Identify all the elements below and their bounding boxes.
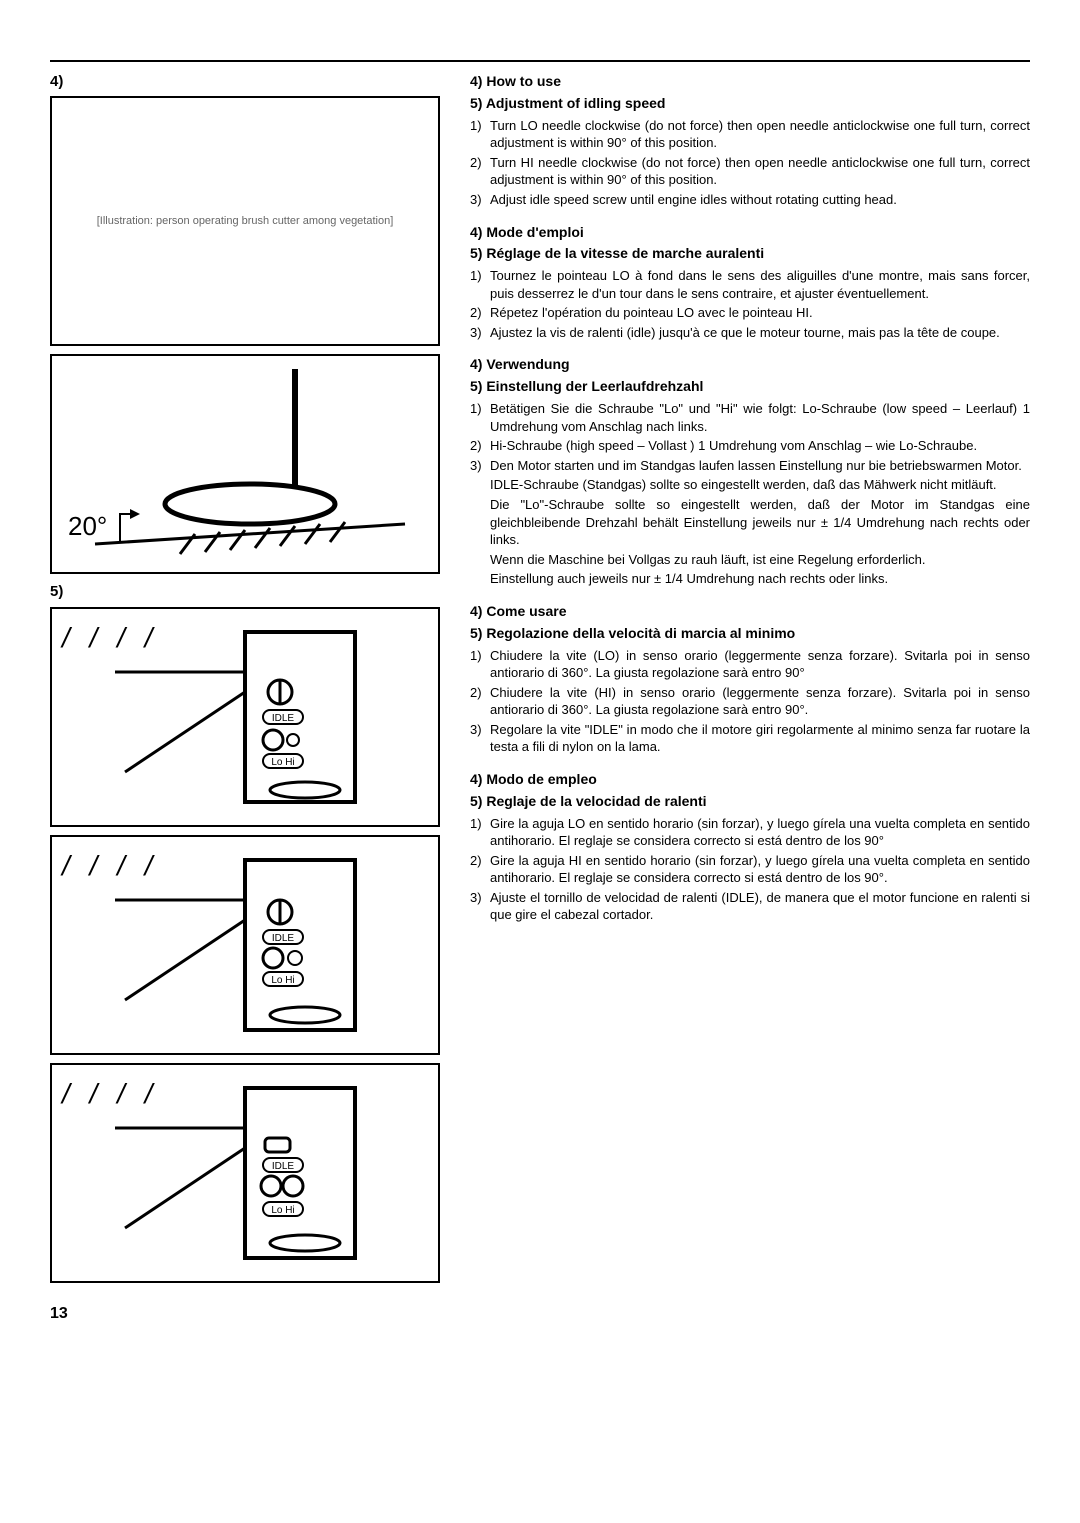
figure-4b: 20° [50, 354, 440, 574]
num: 1) [470, 267, 490, 302]
heading-de-5: 5) Einstellung der Leerlaufdrehzahl [470, 377, 1030, 396]
idle-label-a: IDLE [272, 713, 295, 724]
item: Gire la aguja LO en sentido horario (sin… [490, 815, 1030, 850]
hatch-marks-a: / / / / [62, 619, 158, 657]
item: Betätigen Sie die Schraube "Lo" und "Hi"… [490, 400, 1030, 435]
num: 1) [470, 815, 490, 850]
num: 1) [470, 400, 490, 435]
heading-fr-5: 5) Réglage de la vitesse de marche aural… [470, 244, 1030, 263]
hatch-marks-c: / / / / [62, 1075, 158, 1113]
figure-4a-caption: [Illustration: person operating brush cu… [97, 214, 394, 229]
heading-fr-4: 4) Mode d'emploi [470, 223, 1030, 242]
num: 2) [470, 437, 490, 455]
figures-column: 4) [Illustration: person operating brush… [50, 72, 440, 1324]
para-de-4: Einstellung auch jeweils nur ± 1/4 Umdre… [490, 570, 1030, 588]
section-fr: 4) Mode d'emploi 5) Réglage de la vitess… [470, 223, 1030, 342]
figure-5-label: 5) [50, 582, 440, 602]
item: Tournez le pointeau LO à fond dans le se… [490, 267, 1030, 302]
section-es: 4) Modo de empleo 5) Reglaje de la veloc… [470, 770, 1030, 924]
list-it: 1)Chiudere la vite (LO) in senso orario … [470, 647, 1030, 756]
item: Turn LO needle clockwise (do not force) … [490, 117, 1030, 152]
num: 2) [470, 154, 490, 189]
para-de-3: Wenn die Maschine bei Vollgas zu rauh lä… [490, 551, 1030, 569]
figure-5c: / / / / IDLE Lo Hi [50, 1063, 440, 1283]
lohi-label-a: Lo Hi [271, 757, 294, 768]
heading-it-5: 5) Regolazione della velocità di marcia … [470, 624, 1030, 643]
item: Regolare la vite "IDLE" in modo che il m… [490, 721, 1030, 756]
section-en: 4) How to use 5) Adjustment of idling sp… [470, 72, 1030, 209]
cutter-angle-icon [75, 369, 415, 559]
figure-4-label: 4) [50, 72, 440, 92]
horizontal-rule [50, 60, 1030, 62]
section-it: 4) Come usare 5) Regolazione della veloc… [470, 602, 1030, 756]
item: Den Motor starten und im Standgas laufen… [490, 457, 1030, 475]
heading-de-4: 4) Verwendung [470, 355, 1030, 374]
figure-5b: / / / / IDLE Lo Hi [50, 835, 440, 1055]
lohi-label-c: Lo Hi [271, 1205, 294, 1216]
page-number: 13 [50, 1303, 440, 1325]
item: Chiudere la vite (LO) in senso orario (l… [490, 647, 1030, 682]
section-de: 4) Verwendung 5) Einstellung der Leerlau… [470, 355, 1030, 587]
num: 2) [470, 684, 490, 719]
item: Chiudere la vite (HI) in senso orario (l… [490, 684, 1030, 719]
num: 1) [470, 647, 490, 682]
num: 3) [470, 324, 490, 342]
idle-label-b: IDLE [272, 933, 295, 944]
list-fr: 1)Tournez le pointeau LO à fond dans le … [470, 267, 1030, 341]
angle-20-label: 20° [68, 509, 107, 544]
item: Répetez l'opération du pointeau LO avec … [490, 304, 1030, 322]
num: 3) [470, 191, 490, 209]
idle-label-c: IDLE [272, 1161, 295, 1172]
hatch-marks-b: / / / / [62, 847, 158, 885]
item: Ajustez la vis de ralenti (idle) jusqu'à… [490, 324, 1030, 342]
item: Hi-Schraube (high speed – Vollast ) 1 Um… [490, 437, 1030, 455]
heading-es-4: 4) Modo de empleo [470, 770, 1030, 789]
page-layout: 4) [Illustration: person operating brush… [50, 72, 1030, 1324]
heading-en-5: 5) Adjustment of idling speed [470, 94, 1030, 113]
list-de: 1)Betätigen Sie die Schraube "Lo" und "H… [470, 400, 1030, 474]
list-es: 1)Gire la aguja LO en sentido horario (s… [470, 815, 1030, 924]
text-column: 4) How to use 5) Adjustment of idling sp… [470, 72, 1030, 1324]
heading-es-5: 5) Reglaje de la velocidad de ralenti [470, 792, 1030, 811]
num: 2) [470, 304, 490, 322]
num: 3) [470, 721, 490, 756]
figure-5a: / / / / IDLE Lo Hi [50, 607, 440, 827]
heading-it-4: 4) Come usare [470, 602, 1030, 621]
heading-en-4: 4) How to use [470, 72, 1030, 91]
figure-4a: [Illustration: person operating brush cu… [50, 96, 440, 346]
item: Ajuste el tornillo de velocidad de ralen… [490, 889, 1030, 924]
para-de-2: Die "Lo"-Schraube sollte so eingestellt … [490, 496, 1030, 549]
num: 3) [470, 457, 490, 475]
num: 2) [470, 852, 490, 887]
lohi-label-b: Lo Hi [271, 975, 294, 986]
num: 3) [470, 889, 490, 924]
item: Adjust idle speed screw until engine idl… [490, 191, 1030, 209]
num: 1) [470, 117, 490, 152]
item: Turn HI needle clockwise (do not force) … [490, 154, 1030, 189]
list-en: 1)Turn LO needle clockwise (do not force… [470, 117, 1030, 209]
item: Gire la aguja HI en sentido horario (sin… [490, 852, 1030, 887]
para-de-1: IDLE-Schraube (Standgas) sollte so einge… [490, 476, 1030, 494]
